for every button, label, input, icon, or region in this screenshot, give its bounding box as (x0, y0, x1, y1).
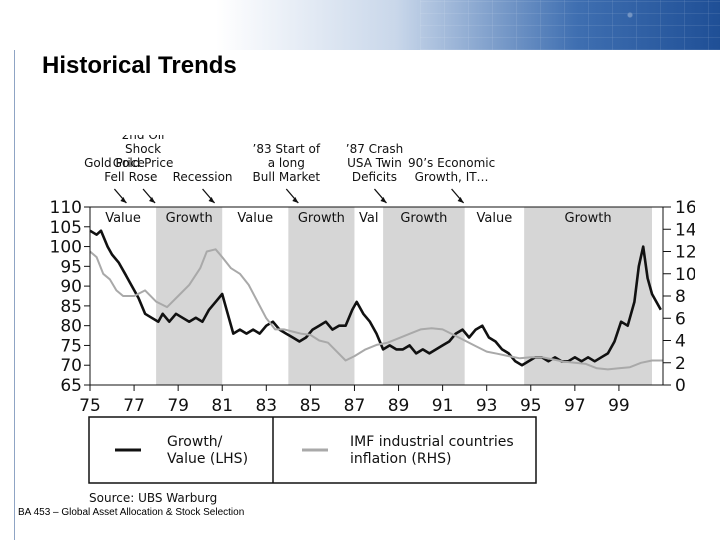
regime-label: Value (237, 211, 273, 226)
annotation-arrowhead (208, 197, 215, 203)
chart-legend: Growth/Value (LHS) IMF industrial countri… (88, 416, 537, 484)
regime-band-growth (524, 207, 652, 385)
data-series (89, 229, 663, 371)
annotation-arrowhead (120, 197, 127, 203)
y-left-tick-label: 75 (60, 336, 82, 356)
legend-label: inflation (RHS) (350, 451, 452, 467)
y-left-tick-label: 80 (60, 317, 82, 337)
y-left-tick-label: 70 (60, 356, 82, 376)
y-left-tick-label: 110 (50, 198, 82, 218)
legend-label: Growth/ (167, 434, 223, 450)
y-right-tick-label: 14 (675, 220, 695, 240)
y-right-tick-label: 2 (675, 354, 686, 374)
annotation-text: Recession (173, 170, 233, 184)
growth-value-line (89, 229, 662, 367)
regime-label: Growth (400, 211, 447, 226)
y-right-tick-label: 6 (675, 309, 686, 329)
annotation-text: Rose (129, 170, 158, 184)
y-left-tick-label: 100 (50, 238, 82, 258)
y-right-tick-label: 8 (675, 287, 686, 307)
annotation-text: Growth, IT… (415, 170, 489, 184)
annotation-text: Fell (104, 170, 124, 184)
annotation-text: a long (268, 156, 305, 170)
legend-label: IMF industrial countries (350, 434, 514, 450)
y-left-tick-label: 65 (60, 376, 82, 396)
regime-label: Growth (166, 211, 213, 226)
annotation-text: Gold Price (84, 156, 145, 170)
slide-header-banner (0, 0, 720, 50)
x-tick-label: 79 (167, 396, 189, 416)
slide-title: Historical Trends (42, 52, 237, 79)
annotation-text: 2nd Oil (122, 135, 165, 142)
regime-band-growth (156, 207, 223, 385)
regime-label: Growth (565, 211, 612, 226)
y-right-tick-label: 16 (675, 198, 695, 218)
y-left-tick-label: 95 (60, 257, 82, 277)
annotation-text: Gold Price (113, 156, 174, 170)
annotation-arrowhead (149, 197, 156, 203)
x-tick-label: 91 (432, 396, 454, 416)
annotation-arrowhead (380, 197, 387, 203)
x-tick-label: 97 (564, 396, 586, 416)
annotation-text: ’87 Crash (346, 142, 403, 156)
slide-footer: BA 453 – Global Asset Allocation & Stock… (18, 507, 245, 518)
annotation-text: Bull Market (253, 170, 321, 184)
regime-label: Val (359, 211, 378, 226)
regime-label: Value (105, 211, 141, 226)
y-right-tick-label: 4 (675, 332, 686, 352)
chart-source: Source: UBS Warburg (89, 491, 217, 505)
regime-label: Value (477, 211, 513, 226)
historical-trends-chart: Value Growth Value Growth Val Growth Value Grow… (50, 135, 695, 505)
y-right-tick-label: 0 (675, 376, 686, 396)
annotation-arrowhead (457, 197, 464, 203)
globe-graphic (420, 0, 720, 50)
left-border-line (14, 50, 15, 540)
x-tick-label: 75 (79, 396, 101, 416)
regime-labels: Value Growth Value Growth Val Growth Value Grow… (105, 211, 611, 226)
annotation-text: USA Twin (347, 156, 402, 170)
annotation-text: ’83 Start of (253, 142, 321, 156)
y-left-tick-label: 90 (60, 277, 82, 297)
annotation-text: Shock (125, 142, 161, 156)
x-tick-label: 85 (300, 396, 322, 416)
annotation-text: Deficits (352, 170, 397, 184)
y-right-tick-label: 12 (675, 243, 695, 263)
annotation-text: 90’s Economic (408, 156, 495, 170)
x-tick-label: 93 (476, 396, 498, 416)
x-tick-label: 95 (520, 396, 542, 416)
x-tick-label: 87 (344, 396, 366, 416)
inflation-line (89, 248, 663, 371)
x-tick-label: 83 (255, 396, 277, 416)
regime-label: Growth (298, 211, 345, 226)
x-tick-label: 99 (608, 396, 630, 416)
y-left-tick-label: 105 (50, 218, 82, 238)
y-left-tick-label: 85 (60, 297, 82, 317)
x-tick-label: 89 (388, 396, 410, 416)
regime-band-growth (288, 207, 355, 385)
y-right-tick-label: 10 (675, 265, 695, 285)
annotation-arrowhead (292, 197, 299, 203)
x-tick-label: 77 (123, 396, 145, 416)
x-tick-label: 81 (211, 396, 233, 416)
regime-bands (156, 207, 652, 385)
legend-label: Value (LHS) (167, 451, 248, 467)
regime-band-growth (383, 207, 465, 385)
